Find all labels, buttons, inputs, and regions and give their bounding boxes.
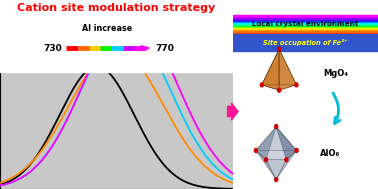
Bar	[232, 20, 378, 21]
Polygon shape	[262, 49, 279, 90]
Text: Local crystal environment: Local crystal environment	[252, 21, 358, 27]
Bar	[232, 33, 378, 34]
Polygon shape	[266, 160, 287, 180]
Text: 730: 730	[43, 44, 62, 53]
Text: Al increase: Al increase	[82, 24, 132, 33]
Bar	[232, 16, 378, 18]
Polygon shape	[279, 49, 296, 90]
Polygon shape	[276, 150, 297, 180]
Bar	[232, 23, 378, 25]
Circle shape	[275, 178, 278, 181]
Text: Cation site modulation strategy: Cation site modulation strategy	[17, 3, 215, 13]
Circle shape	[295, 83, 298, 87]
Bar	[0, 0, 232, 72]
Bar	[232, 34, 378, 51]
Polygon shape	[256, 150, 276, 180]
Circle shape	[277, 47, 280, 51]
Bar	[232, 25, 378, 26]
Bar	[232, 28, 378, 29]
Polygon shape	[262, 85, 296, 90]
Text: AlO₆: AlO₆	[320, 149, 340, 158]
Polygon shape	[256, 150, 297, 160]
Bar	[232, 32, 378, 33]
Polygon shape	[262, 49, 296, 85]
Polygon shape	[276, 127, 297, 160]
Bar	[232, 15, 378, 16]
Bar	[232, 29, 378, 30]
Circle shape	[254, 149, 257, 152]
Circle shape	[277, 88, 280, 92]
Polygon shape	[256, 127, 297, 150]
Circle shape	[275, 125, 278, 129]
Bar	[232, 19, 378, 20]
Bar	[232, 26, 378, 27]
Polygon shape	[256, 127, 276, 160]
Circle shape	[295, 149, 298, 152]
Text: MgO₄: MgO₄	[323, 69, 348, 78]
Circle shape	[285, 158, 288, 162]
Bar	[232, 30, 378, 32]
Text: 770: 770	[156, 44, 175, 53]
Bar	[232, 27, 378, 28]
Bar	[232, 18, 378, 19]
Bar	[232, 22, 378, 23]
Text: Site occupation of Fe³⁺: Site occupation of Fe³⁺	[263, 39, 347, 46]
Circle shape	[260, 83, 263, 87]
Circle shape	[265, 158, 268, 162]
FancyArrowPatch shape	[333, 93, 340, 124]
Bar	[232, 21, 378, 22]
